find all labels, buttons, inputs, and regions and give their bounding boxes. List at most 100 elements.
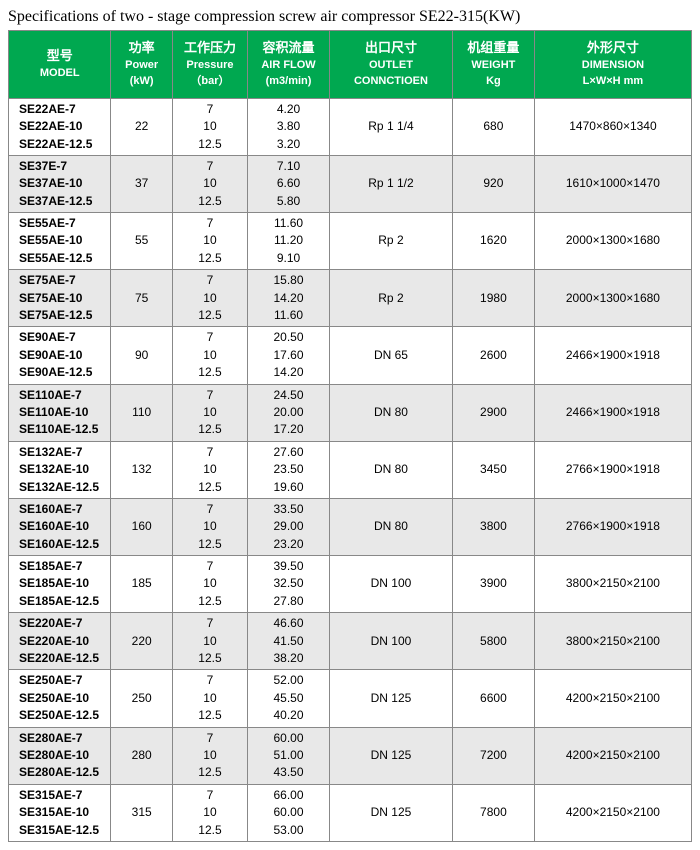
weight-cell: 1980 [452, 270, 534, 327]
pressure-cell: 71012.5 [172, 727, 247, 784]
dimension-cell: 4200×2150×2100 [534, 784, 691, 841]
dimension-cell: 3800×2150×2100 [534, 613, 691, 670]
airflow-cell: 15.8014.2011.60 [248, 270, 330, 327]
weight-cell: 2900 [452, 384, 534, 441]
weight-cell: 5800 [452, 613, 534, 670]
airflow-cell: 4.203.803.20 [248, 98, 330, 155]
weight-cell: 2600 [452, 327, 534, 384]
header-model: 型号 MODEL [9, 31, 111, 99]
table-row: SE160AE-7SE160AE-10SE160AE-12.516071012.… [9, 498, 692, 555]
dimension-cell: 4200×2150×2100 [534, 727, 691, 784]
table-row: SE280AE-7SE280AE-10SE280AE-12.528071012.… [9, 727, 692, 784]
weight-cell: 680 [452, 98, 534, 155]
power-cell: 90 [111, 327, 172, 384]
dimension-cell: 1470×860×1340 [534, 98, 691, 155]
pressure-cell: 71012.5 [172, 384, 247, 441]
power-cell: 22 [111, 98, 172, 155]
power-cell: 55 [111, 213, 172, 270]
model-cell: SE250AE-7SE250AE-10SE250AE-12.5 [9, 670, 111, 727]
pressure-cell: 71012.5 [172, 670, 247, 727]
dimension-cell: 4200×2150×2100 [534, 670, 691, 727]
power-cell: 160 [111, 498, 172, 555]
model-cell: SE37E-7SE37AE-10SE37AE-12.5 [9, 155, 111, 212]
pressure-cell: 71012.5 [172, 784, 247, 841]
table-row: SE90AE-7SE90AE-10SE90AE-12.59071012.520.… [9, 327, 692, 384]
outlet-cell: DN 100 [329, 556, 452, 613]
model-cell: SE22AE-7SE22AE-10SE22AE-12.5 [9, 98, 111, 155]
model-cell: SE185AE-7SE185AE-10SE185AE-12.5 [9, 556, 111, 613]
pressure-cell: 71012.5 [172, 213, 247, 270]
model-cell: SE90AE-7SE90AE-10SE90AE-12.5 [9, 327, 111, 384]
dimension-cell: 2766×1900×1918 [534, 498, 691, 555]
table-row: SE22AE-7SE22AE-10SE22AE-12.52271012.54.2… [9, 98, 692, 155]
outlet-cell: Rp 1 1/4 [329, 98, 452, 155]
table-body: SE22AE-7SE22AE-10SE22AE-12.52271012.54.2… [9, 98, 692, 841]
airflow-cell: 11.6011.209.10 [248, 213, 330, 270]
power-cell: 315 [111, 784, 172, 841]
header-dimension: 外形尺寸 DIMENSION L×W×H mm [534, 31, 691, 99]
weight-cell: 6600 [452, 670, 534, 727]
table-row: SE37E-7SE37AE-10SE37AE-12.53771012.57.10… [9, 155, 692, 212]
table-row: SE110AE-7SE110AE-10SE110AE-12.511071012.… [9, 384, 692, 441]
weight-cell: 3800 [452, 498, 534, 555]
airflow-cell: 66.0060.0053.00 [248, 784, 330, 841]
table-row: SE315AE-7SE315AE-10SE315AE-12.531571012.… [9, 784, 692, 841]
airflow-cell: 39.5032.5027.80 [248, 556, 330, 613]
outlet-cell: DN 125 [329, 670, 452, 727]
weight-cell: 7200 [452, 727, 534, 784]
airflow-cell: 7.106.605.80 [248, 155, 330, 212]
table-row: SE250AE-7SE250AE-10SE250AE-12.525071012.… [9, 670, 692, 727]
model-cell: SE315AE-7SE315AE-10SE315AE-12.5 [9, 784, 111, 841]
pressure-cell: 71012.5 [172, 441, 247, 498]
airflow-cell: 24.5020.0017.20 [248, 384, 330, 441]
table-row: SE220AE-7SE220AE-10SE220AE-12.522071012.… [9, 613, 692, 670]
airflow-cell: 20.5017.6014.20 [248, 327, 330, 384]
pressure-cell: 71012.5 [172, 613, 247, 670]
power-cell: 250 [111, 670, 172, 727]
pressure-cell: 71012.5 [172, 270, 247, 327]
outlet-cell: DN 65 [329, 327, 452, 384]
outlet-cell: DN 125 [329, 784, 452, 841]
header-weight: 机组重量 WEIGHT Kg [452, 31, 534, 99]
table-header: 型号 MODEL 功率 Power (kW) 工作压力 Pressure （ba… [9, 31, 692, 99]
header-pressure: 工作压力 Pressure （bar） [172, 31, 247, 99]
dimension-cell: 2466×1900×1918 [534, 384, 691, 441]
model-cell: SE160AE-7SE160AE-10SE160AE-12.5 [9, 498, 111, 555]
outlet-cell: Rp 2 [329, 213, 452, 270]
power-cell: 220 [111, 613, 172, 670]
power-cell: 132 [111, 441, 172, 498]
dimension-cell: 1610×1000×1470 [534, 155, 691, 212]
model-cell: SE132AE-7SE132AE-10SE132AE-12.5 [9, 441, 111, 498]
pressure-cell: 71012.5 [172, 155, 247, 212]
power-cell: 185 [111, 556, 172, 613]
outlet-cell: DN 80 [329, 384, 452, 441]
weight-cell: 3450 [452, 441, 534, 498]
outlet-cell: DN 80 [329, 441, 452, 498]
pressure-cell: 71012.5 [172, 556, 247, 613]
header-power: 功率 Power (kW) [111, 31, 172, 99]
table-row: SE75AE-7SE75AE-10SE75AE-12.57571012.515.… [9, 270, 692, 327]
table-row: SE55AE-7SE55AE-10SE55AE-12.55571012.511.… [9, 213, 692, 270]
pressure-cell: 71012.5 [172, 498, 247, 555]
outlet-cell: Rp 2 [329, 270, 452, 327]
outlet-cell: DN 80 [329, 498, 452, 555]
dimension-cell: 3800×2150×2100 [534, 556, 691, 613]
dimension-cell: 2000×1300×1680 [534, 270, 691, 327]
power-cell: 37 [111, 155, 172, 212]
dimension-cell: 2766×1900×1918 [534, 441, 691, 498]
outlet-cell: DN 100 [329, 613, 452, 670]
model-cell: SE75AE-7SE75AE-10SE75AE-12.5 [9, 270, 111, 327]
airflow-cell: 46.6041.5038.20 [248, 613, 330, 670]
header-airflow: 容积流量 AIR FLOW (m3/min) [248, 31, 330, 99]
power-cell: 280 [111, 727, 172, 784]
spec-table: 型号 MODEL 功率 Power (kW) 工作压力 Pressure （ba… [8, 30, 692, 842]
weight-cell: 3900 [452, 556, 534, 613]
model-cell: SE280AE-7SE280AE-10SE280AE-12.5 [9, 727, 111, 784]
airflow-cell: 33.5029.0023.20 [248, 498, 330, 555]
header-outlet: 出口尺寸 OUTLET CONNCTIOEN [329, 31, 452, 99]
page-title: Specifications of two - stage compressio… [8, 8, 692, 26]
airflow-cell: 60.0051.0043.50 [248, 727, 330, 784]
airflow-cell: 52.0045.5040.20 [248, 670, 330, 727]
outlet-cell: Rp 1 1/2 [329, 155, 452, 212]
table-row: SE185AE-7SE185AE-10SE185AE-12.518571012.… [9, 556, 692, 613]
